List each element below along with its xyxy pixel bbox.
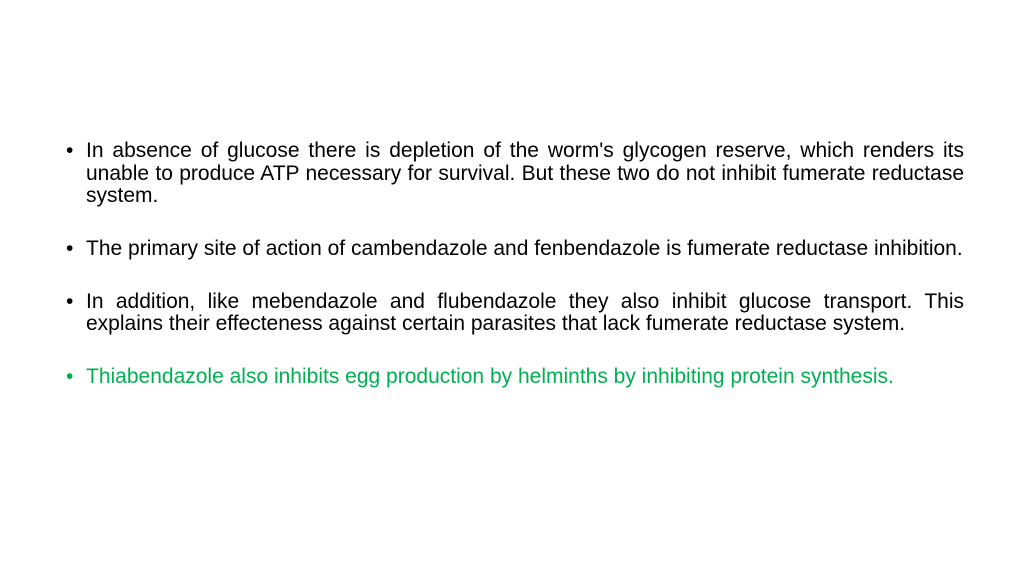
bullet-text: In addition, like mebendazole and fluben… bbox=[86, 290, 964, 336]
bullet-text: In absence of glucose there is depletion… bbox=[86, 139, 964, 207]
bullet-item: In absence of glucose there is depletion… bbox=[60, 140, 964, 208]
bullet-text: Thiabendazole also inhibits egg producti… bbox=[86, 365, 894, 388]
bullet-text: The primary site of action of cambendazo… bbox=[86, 237, 963, 260]
bullet-item-highlight: Thiabendazole also inhibits egg producti… bbox=[60, 366, 964, 389]
bullet-item: The primary site of action of cambendazo… bbox=[60, 238, 964, 261]
bullet-item: In addition, like mebendazole and fluben… bbox=[60, 291, 964, 336]
bullet-list: In absence of glucose there is depletion… bbox=[60, 140, 964, 389]
